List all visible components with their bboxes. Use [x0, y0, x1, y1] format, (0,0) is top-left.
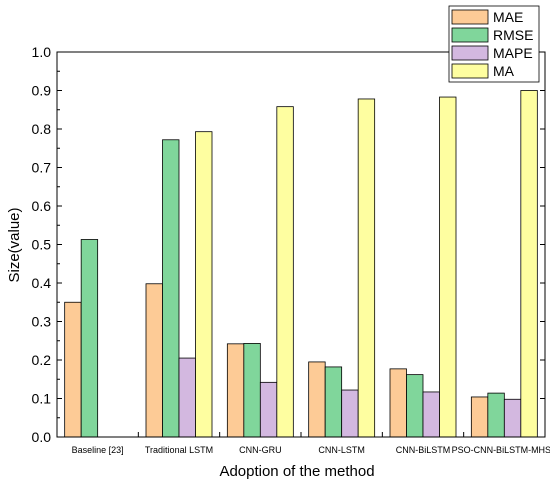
- bar-mape-1: [178, 357, 196, 438]
- bar-mae-4: [389, 368, 407, 438]
- bar-ma-3: [357, 98, 376, 438]
- bar-ma-4: [439, 96, 457, 438]
- bar-ma-2: [276, 106, 294, 438]
- axes-group: 0.0 0.1 0.2 0.3 0.4 0.5 0.6 0.7 0.8 0.9 1.0 Baselin…: [32, 44, 550, 455]
- bar-rmse-1: [162, 139, 180, 438]
- legend-swatch-rmse: [451, 27, 489, 43]
- legend: MAE RMSE MAPE MA: [448, 5, 540, 83]
- bar-mae-3: [308, 361, 326, 438]
- legend-swatch-mape: [451, 45, 489, 61]
- bar-rmse-0: [80, 239, 99, 438]
- x-tick-label: Baseline [23]: [72, 445, 124, 455]
- bar-ma-1: [195, 131, 213, 438]
- legend-swatch-ma: [451, 63, 489, 79]
- bar-rmse-3: [324, 366, 343, 438]
- x-tick-label: CNN-LSTM: [318, 445, 365, 455]
- y-tick-label: 0.1: [32, 391, 52, 407]
- x-tick-label: CNN-GRU: [239, 445, 282, 455]
- y-tick-label: 0.8: [32, 121, 52, 137]
- bar-mae-5: [470, 396, 489, 438]
- y-tick-label: 0.6: [32, 198, 52, 214]
- bar-mape-4: [422, 391, 440, 438]
- y-tick-label: 0.9: [32, 83, 52, 99]
- y-tick-label: 0.7: [32, 160, 52, 176]
- bars-group: [64, 90, 538, 438]
- bar-ma-5: [520, 90, 538, 438]
- legend-label-rmse: RMSE: [493, 27, 533, 43]
- bar-rmse-2: [243, 343, 261, 438]
- bar-mape-3: [341, 389, 359, 438]
- bar-mae-1: [145, 283, 163, 438]
- bar-rmse-5: [487, 392, 505, 438]
- y-tick-label: 0.2: [32, 352, 52, 368]
- x-tick-label: Traditional LSTM: [145, 445, 213, 455]
- x-tick-label: PSO-CNN-BiLSTM-MHSA: [452, 445, 550, 455]
- bar-rmse-4: [406, 374, 424, 438]
- legend-swatch-mae: [451, 9, 489, 25]
- bar-mae-0: [64, 301, 82, 438]
- y-tick-label: 0.5: [32, 237, 52, 253]
- x-tick-label: CNN-BiLSTM: [396, 445, 451, 455]
- legend-label-mape: MAPE: [493, 45, 533, 61]
- y-tick-label: 0.3: [32, 314, 52, 330]
- bar-mae-2: [226, 343, 245, 438]
- y-axis-title: Size(value): [6, 207, 23, 282]
- y-tick-label: 0.0: [32, 429, 52, 445]
- bar-mape-2: [259, 381, 278, 438]
- bar-mape-5: [503, 398, 522, 438]
- x-axis-title: Adoption of the method: [219, 463, 374, 480]
- y-tick-label: 0.4: [32, 275, 52, 291]
- y-tick-label: 1.0: [32, 44, 52, 60]
- plot-frame: [56, 51, 546, 438]
- legend-label-mae: MAE: [493, 9, 523, 25]
- legend-label-ma: MA: [493, 63, 515, 79]
